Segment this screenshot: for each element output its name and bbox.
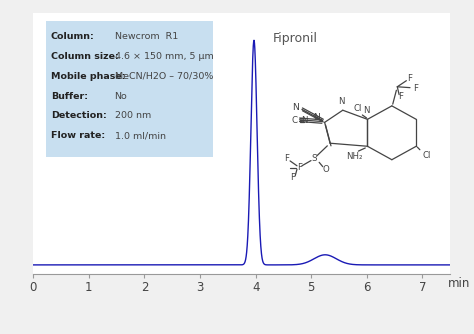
- Text: N: N: [313, 113, 320, 122]
- Text: S: S: [311, 154, 317, 163]
- Text: Column size:: Column size:: [51, 51, 118, 60]
- Text: 200 nm: 200 nm: [115, 112, 151, 121]
- Text: Fipronil: Fipronil: [273, 32, 318, 45]
- Text: NH₂: NH₂: [346, 152, 363, 161]
- Text: N: N: [292, 103, 299, 112]
- Text: 1.0 ml/min: 1.0 ml/min: [115, 132, 165, 141]
- Text: F: F: [407, 74, 412, 84]
- Text: N: N: [338, 97, 345, 106]
- Text: N: N: [301, 116, 308, 125]
- Text: Detection:: Detection:: [51, 112, 107, 121]
- Text: Newcrom  R1: Newcrom R1: [115, 32, 178, 41]
- Text: F: F: [297, 163, 301, 172]
- Text: N: N: [363, 106, 370, 115]
- FancyBboxPatch shape: [46, 21, 212, 157]
- Text: Cl: Cl: [353, 104, 362, 113]
- Text: C: C: [292, 116, 298, 125]
- Text: Mobile phase:: Mobile phase:: [51, 71, 125, 80]
- Text: F: F: [290, 173, 295, 182]
- Text: F: F: [413, 84, 418, 93]
- Text: Column:: Column:: [51, 32, 94, 41]
- Text: Cl: Cl: [423, 151, 431, 160]
- Text: min: min: [447, 277, 470, 290]
- Text: Flow rate:: Flow rate:: [51, 132, 105, 141]
- Text: O: O: [322, 165, 329, 174]
- Text: No: No: [115, 92, 127, 101]
- Text: Buffer:: Buffer:: [51, 92, 88, 101]
- Text: F: F: [284, 154, 289, 163]
- Text: 4.6 × 150 mm, 5 μm: 4.6 × 150 mm, 5 μm: [115, 51, 213, 60]
- Text: MeCN/H2O – 70/30%: MeCN/H2O – 70/30%: [115, 71, 213, 80]
- Text: F: F: [398, 92, 403, 101]
